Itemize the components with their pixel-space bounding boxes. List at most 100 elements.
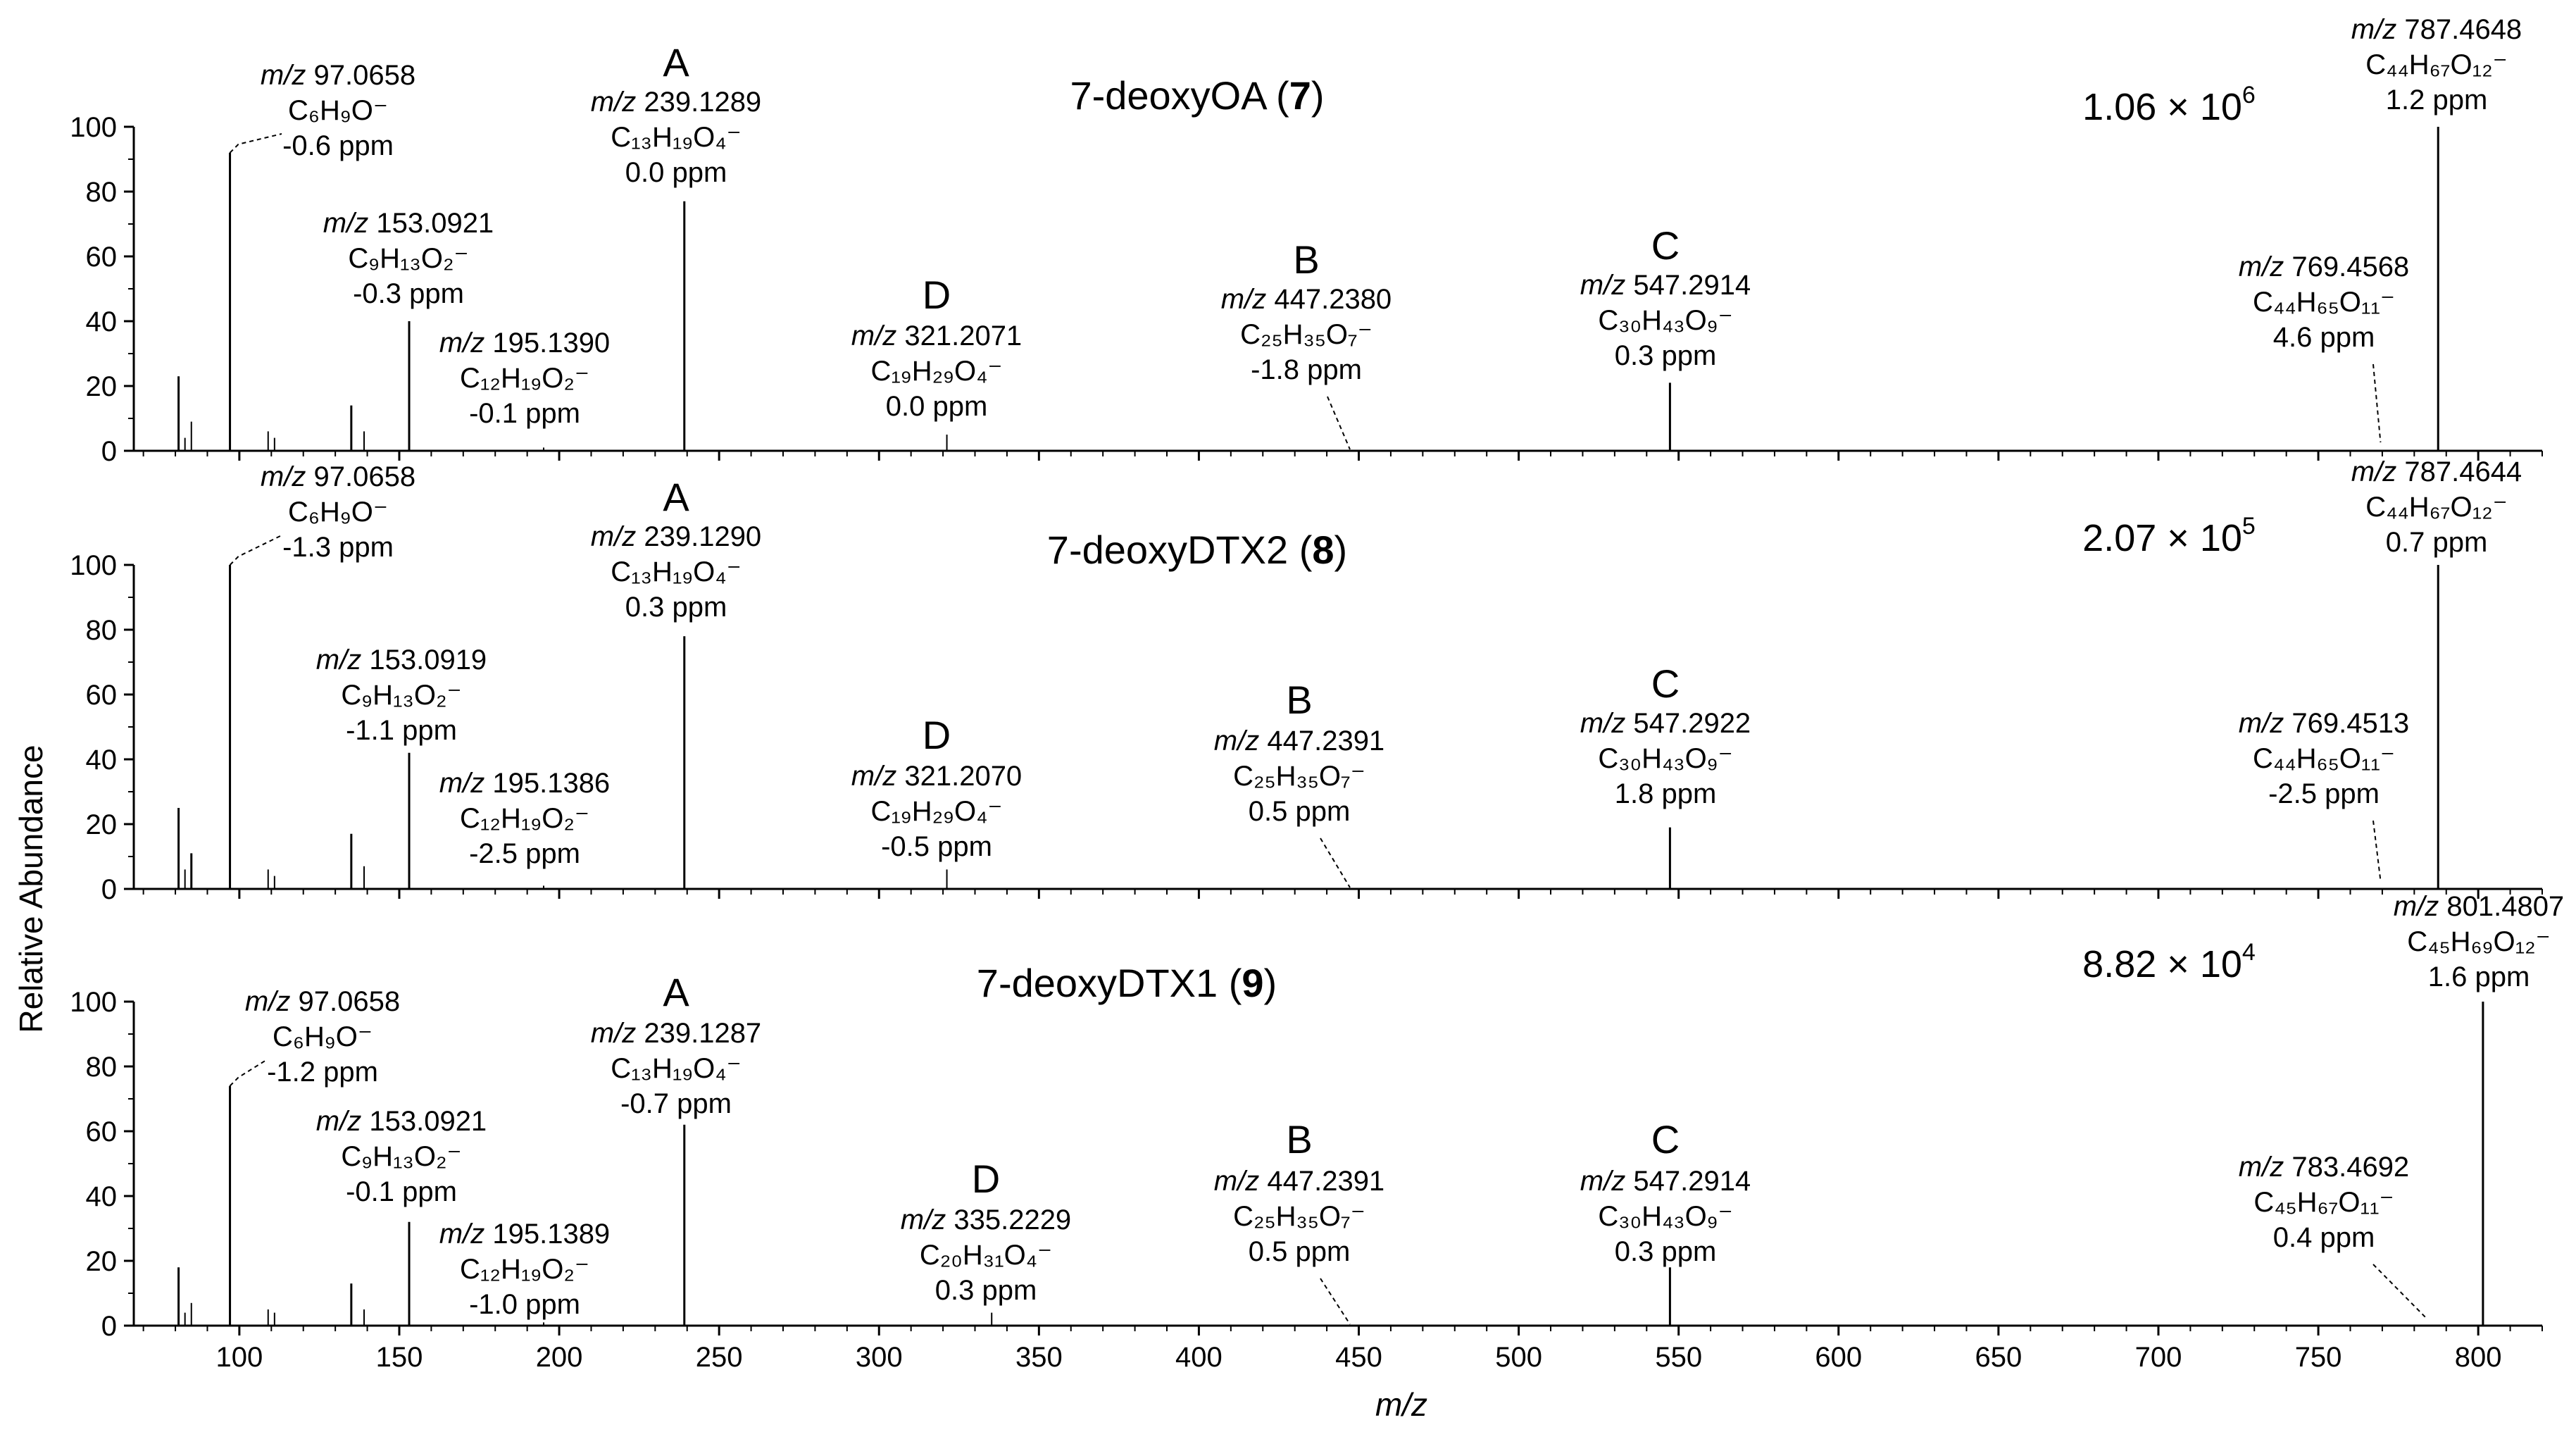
mz-value: 239.1287 (644, 1018, 761, 1049)
mz-value: 321.2071 (904, 320, 1022, 351)
peak-ppm-error: -1.3 ppm (282, 532, 394, 563)
y-tick-label: 100 (70, 987, 117, 1018)
peak-annotation: Bm/z 447.2391 C₂₅H₃₅O₇⁻ 0.5 ppm (1214, 1117, 1384, 1325)
y-tick-label: 40 (86, 1181, 118, 1212)
annotation-leader-line (1320, 1278, 1351, 1325)
mz-prefix: m/z (1214, 726, 1268, 757)
peak-mz-label: m/z 547.2914 (1580, 1166, 1751, 1197)
annotation-leader-line (2372, 820, 2382, 881)
peak-ppm-error: 1.6 ppm (2428, 961, 2530, 992)
y-axis-title: Relative Abundance (13, 745, 49, 1033)
peak-annotation: m/z 769.4513 C₄₄H₆₅O₁₁⁻ -2.5 ppm (2239, 708, 2409, 881)
peak-formula: C₆H₉O⁻ (288, 497, 388, 528)
panel-title-close: ) (1311, 73, 1325, 118)
peak-formula: C₂₅H₃₅O₇⁻ (1233, 761, 1365, 792)
peak-formula: C₆H₉O⁻ (273, 1021, 373, 1052)
fragment-letter: A (663, 40, 689, 85)
peak-mz-label: m/z 769.4513 (2239, 708, 2409, 739)
x-tick-label: 150 (376, 1342, 423, 1373)
peak-annotation: m/z 801.4807 C₄₅H₆₉O₁₂⁻ 1.6 ppm (2394, 891, 2564, 992)
peak-ppm-error: 0.5 ppm (1249, 1236, 1351, 1267)
mz-value: 547.2914 (1633, 270, 1751, 301)
mz-value: 783.4692 (2291, 1152, 2409, 1183)
x-tick-label: 250 (696, 1342, 743, 1373)
annotation-leader-line (2372, 1264, 2426, 1318)
mz-value: 239.1289 (644, 87, 761, 118)
peak-formula: C₄₄H₆₇O₁₂⁻ (2365, 492, 2508, 523)
fragment-letter: D (972, 1157, 1000, 1201)
peak-formula: C₄₄H₆₅O₁₁⁻ (2253, 743, 2395, 774)
mz-prefix: m/z (316, 645, 370, 675)
mz-value: 769.4513 (2291, 708, 2409, 739)
peak-annotation: m/z 195.1386 C₁₂H₁₉O₂⁻ -2.5 ppm (439, 768, 610, 869)
y-tick-label: 60 (86, 680, 118, 711)
mz-prefix: m/z (439, 328, 493, 359)
mz-prefix: m/z (439, 768, 493, 799)
mz-prefix: m/z (2239, 251, 2292, 282)
peak-mz-label: m/z 97.0658 (245, 986, 400, 1017)
mz-prefix: m/z (591, 87, 644, 118)
x-tick-label: 600 (1815, 1342, 1862, 1373)
peak-formula: C₃₀H₄₃O₉⁻ (1598, 305, 1732, 336)
peak-formula: C₁₂H₁₉O₂⁻ (460, 1254, 589, 1285)
peak-ppm-error: -2.5 ppm (2268, 778, 2380, 809)
panel-title-number: 8 (1312, 528, 1334, 572)
y-tick-label: 0 (101, 874, 117, 905)
peak-ppm-error: 0.3 ppm (935, 1275, 1037, 1306)
peak-ppm-error: 0.3 ppm (625, 592, 727, 623)
peak-annotation: Am/z 239.1287 C₁₃H₁₉O₄⁻ -0.7 ppm (591, 970, 761, 1119)
annotation-leader-line (229, 133, 282, 154)
peak-annotation: Dm/z 335.2229 C₂₀H₃₁O₄⁻ 0.3 ppm (901, 1157, 1071, 1306)
peak-mz-label: m/z 153.0921 (323, 208, 494, 239)
mz-prefix: m/z (851, 320, 905, 351)
panel-title: 7-deoxyDTX2 (8) (1047, 528, 1347, 572)
peak-mz-label: m/z 153.0921 (316, 1106, 487, 1137)
mz-value: 239.1290 (644, 521, 761, 552)
peak-ppm-error: -1.1 ppm (346, 715, 457, 746)
peak-formula: C₉H₁₃O₂⁻ (341, 680, 461, 711)
mz-value: 547.2914 (1633, 1166, 1751, 1197)
y-tick-label: 20 (86, 371, 118, 402)
y-tick-label: 100 (70, 550, 117, 581)
peak-mz-label: m/z 801.4807 (2394, 891, 2564, 922)
x-tick-label: 650 (1975, 1342, 2022, 1373)
peak-formula: C₁₂H₁₉O₂⁻ (460, 803, 589, 834)
peak-mz-label: m/z 239.1290 (591, 521, 761, 552)
peak-mz-label: m/z 547.2914 (1580, 270, 1751, 301)
base-peak-intensity: 8.82 × 104 (2082, 939, 2256, 985)
panel-title: 7-deoxyOA (7) (1070, 73, 1324, 118)
peak-annotation: m/z 769.4568 C₄₄H₆₅O₁₁⁻ 4.6 ppm (2239, 251, 2409, 443)
mz-prefix: m/z (1580, 708, 1634, 739)
peak-ppm-error: -1.0 ppm (469, 1289, 580, 1320)
panel-title-close: ) (1334, 528, 1348, 572)
peak-ppm-error: -2.5 ppm (469, 838, 580, 869)
mz-prefix: m/z (439, 1219, 493, 1250)
x-tick-label: 750 (2295, 1342, 2342, 1373)
intensity-exponent: 6 (2242, 82, 2256, 108)
peak-mz-label: m/z 783.4692 (2239, 1152, 2409, 1183)
intensity-mantissa: 1.06 × 10 (2082, 86, 2242, 128)
spectrum-panel-2: 0 20 40 60 80 100 7-deoxyDTX2 (8) 2.07 × 105 m/z… (70, 456, 2543, 905)
mz-value: 321.2070 (904, 761, 1022, 792)
panel-title-text: 7-deoxyOA ( (1070, 73, 1289, 118)
mz-prefix: m/z (316, 1106, 370, 1137)
fragment-letter: D (923, 273, 951, 317)
peak-mz-label: m/z 321.2070 (851, 761, 1022, 792)
peak-ppm-error: -0.7 ppm (620, 1088, 732, 1119)
mz-value: 787.4648 (2404, 14, 2522, 45)
x-tick-label: 200 (536, 1342, 583, 1373)
peak-mz-label: m/z 97.0658 (261, 60, 415, 91)
mz-value: 195.1389 (492, 1219, 610, 1250)
fragment-letter: B (1293, 237, 1319, 282)
y-tick-label: 20 (86, 809, 118, 840)
peak-mz-label: m/z 195.1389 (439, 1219, 610, 1250)
peak-mz-label: m/z 239.1289 (591, 87, 761, 118)
peak-ppm-error: -1.2 ppm (267, 1057, 378, 1088)
peak-mz-label: m/z 447.2391 (1214, 726, 1384, 757)
base-peak-intensity: 2.07 × 105 (2082, 513, 2256, 559)
mz-prefix: m/z (2394, 891, 2447, 922)
mz-prefix: m/z (1214, 1166, 1268, 1197)
mz-prefix: m/z (1221, 284, 1275, 315)
peak-annotation: m/z 783.4692 C₄₅H₆₇O₁₁⁻ 0.4 ppm (2239, 1152, 2426, 1318)
peak-mz-label: m/z 787.4644 (2351, 456, 2522, 487)
